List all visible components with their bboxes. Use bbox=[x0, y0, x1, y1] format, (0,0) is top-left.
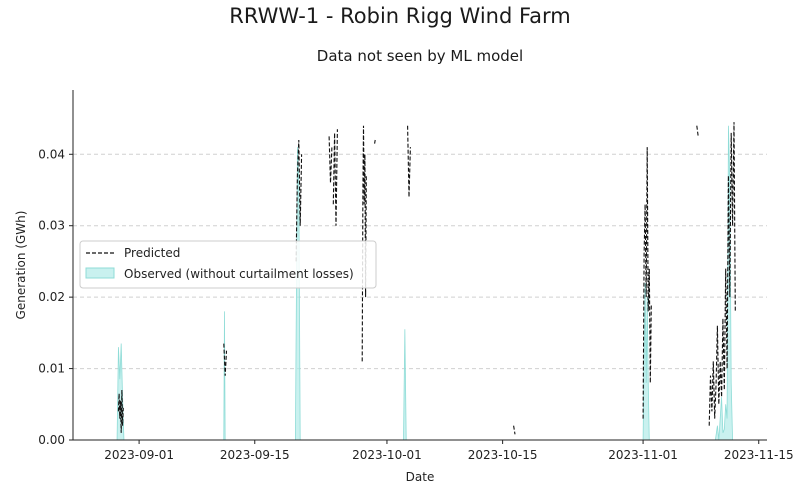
observed-area-segment bbox=[403, 329, 407, 441]
predicted-line-segment bbox=[642, 147, 652, 419]
legend-observed-label: Observed (without curtailment losses) bbox=[124, 267, 354, 281]
predicted-line-segment bbox=[708, 122, 736, 426]
x-axis-label: Date bbox=[406, 470, 435, 484]
chart-title: RRWW-1 - Robin Rigg Wind Farm bbox=[229, 4, 571, 28]
y-tick-label: 0.01 bbox=[38, 362, 65, 376]
x-tick-label: 2023-09-01 bbox=[104, 448, 174, 462]
legend-observed-marker bbox=[85, 267, 115, 279]
predicted-line-segment bbox=[696, 125, 699, 137]
x-tick-label: 2023-11-15 bbox=[724, 448, 794, 462]
predicted-line-segment bbox=[328, 136, 333, 183]
legend: Predicted Observed (without curtailment … bbox=[79, 240, 377, 289]
predicted-line-segment bbox=[117, 389, 124, 433]
x-tick-label: 2023-09-15 bbox=[220, 448, 290, 462]
y-tick-label: 0.02 bbox=[38, 290, 65, 304]
x-tick-label: 2023-10-01 bbox=[352, 448, 422, 462]
predicted-line-segment bbox=[361, 125, 367, 362]
predicted-line-segment bbox=[223, 343, 228, 376]
x-tick-label: 2023-11-01 bbox=[608, 448, 678, 462]
x-tick-label: 2023-10-15 bbox=[468, 448, 538, 462]
grid-layer bbox=[73, 153, 767, 370]
predicted-series bbox=[117, 122, 736, 435]
predicted-line-segment bbox=[295, 139, 303, 262]
predicted-line-segment bbox=[374, 139, 376, 144]
predicted-line-segment bbox=[407, 125, 411, 198]
y-axis-label: Generation (GWh) bbox=[14, 211, 28, 320]
chart-subtitle: Data not seen by ML model bbox=[316, 47, 524, 65]
legend-box bbox=[79, 240, 377, 289]
y-axis-ticks: 0.00 0.01 0.02 0.03 0.04 bbox=[38, 147, 73, 447]
predicted-line-segment bbox=[332, 129, 338, 226]
y-tick-label: 0.04 bbox=[38, 147, 65, 161]
y-tick-label: 0.00 bbox=[38, 433, 65, 447]
observed-area-segment bbox=[294, 147, 301, 441]
axes bbox=[72, 90, 767, 441]
x-axis-ticks: 2023-09-01 2023-09-15 2023-10-01 2023-10-15… bbox=[104, 440, 794, 462]
y-tick-label: 0.03 bbox=[38, 219, 65, 233]
predicted-line-segment bbox=[513, 425, 516, 435]
legend-predicted-label: Predicted bbox=[124, 246, 180, 260]
observed-area-segment bbox=[642, 282, 650, 441]
